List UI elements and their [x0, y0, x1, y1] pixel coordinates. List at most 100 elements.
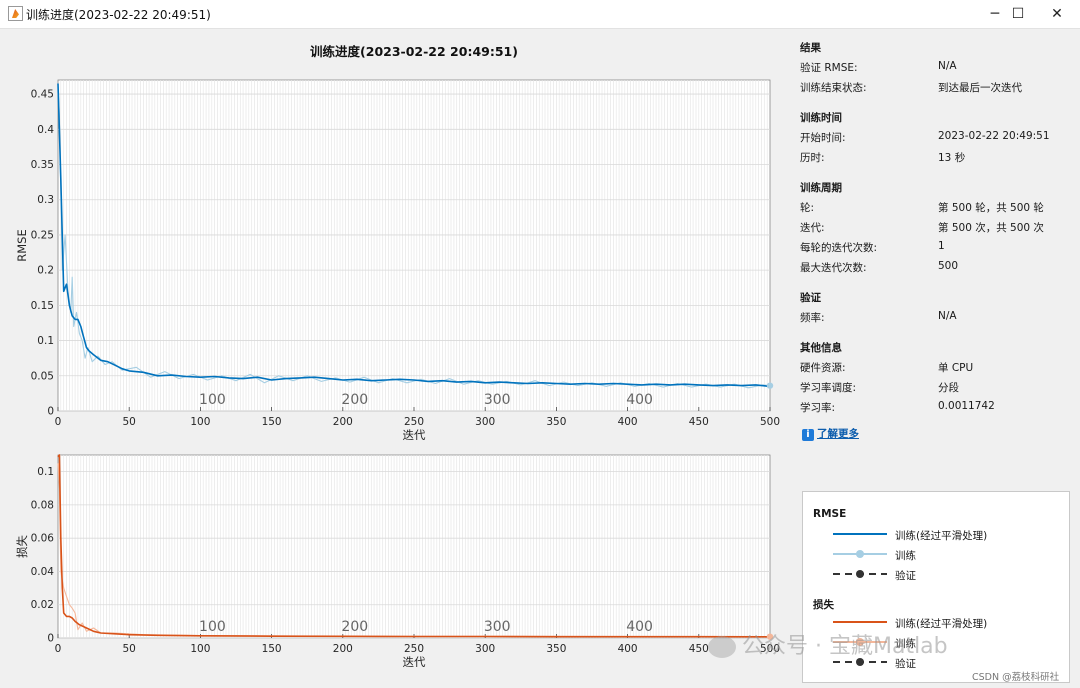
rmse-final-point	[766, 382, 774, 389]
epoch-label: 轮:	[800, 202, 815, 214]
loss-epoch-label-0: 100	[199, 619, 226, 635]
time-heading: 训练时间	[800, 112, 842, 124]
rmse-ytick-3: 0.15	[31, 300, 54, 312]
rmse-ytick-6: 0.3	[37, 194, 54, 206]
loss-epoch-label-3: 400	[626, 619, 653, 635]
loss-xtick-8: 400	[618, 643, 638, 655]
results-heading: 结果	[800, 42, 821, 54]
loss-xlabel: 迭代	[403, 655, 426, 669]
loss-ylabel: 损失	[15, 535, 29, 558]
frequency-label: 频率:	[800, 312, 825, 324]
legend-rmse-raw-marker	[856, 550, 864, 558]
rmse-xtick-2: 100	[190, 416, 210, 428]
learning-rate-value: 0.0011742	[938, 400, 995, 412]
legend-loss-smooth: 训练(经过平滑处理)	[895, 618, 988, 630]
hardware-value: 单 CPU	[938, 362, 974, 374]
rmse-ytick-0: 0	[47, 406, 54, 418]
loss-xtick-1: 50	[123, 643, 136, 655]
results-rmse-value: N/A	[938, 60, 957, 72]
loss-final-point	[766, 633, 774, 640]
results-rmse-label: 验证 RMSE:	[800, 62, 858, 74]
rmse-epoch-label-1: 200	[341, 392, 368, 408]
loss-ytick-0: 0	[47, 633, 54, 645]
loss-ytick-5: 0.1	[37, 466, 54, 478]
rmse-ytick-9: 0.45	[31, 89, 54, 101]
legend-loss-raw-marker	[856, 638, 864, 646]
legend-loss-heading: 损失	[813, 599, 834, 611]
info-icon: i	[802, 429, 814, 441]
lr-schedule-value: 分段	[938, 382, 959, 394]
rmse-xlabel: 迭代	[403, 428, 426, 442]
rmse-ylabel: RMSE	[15, 229, 29, 261]
legend-loss-swatches	[833, 621, 887, 666]
rmse-xtick-3: 150	[262, 416, 282, 428]
training-progress-charts: 0 0.05 0.1 0.15 0.2 0.25 0.3 0.35 0.4 0.45 0 50 100 1…	[15, 79, 780, 669]
cycle-heading: 训练周期	[800, 182, 842, 194]
rmse-epoch-label-0: 100	[199, 392, 226, 408]
legend-rmse-val-marker	[856, 570, 864, 578]
loss-epoch-label-1: 200	[341, 619, 368, 635]
validation-heading: 验证	[800, 292, 821, 304]
csdn-source: CSDN @荔枝科研社	[972, 672, 1060, 683]
maximize-button[interactable]: ☐	[1011, 6, 1025, 22]
rmse-ytick-2: 0.1	[37, 335, 54, 347]
rmse-chart: 0 0.05 0.1 0.15 0.2 0.25 0.3 0.35 0.4 0.45 0 50 100 1…	[15, 79, 780, 442]
loss-ytick-1: 0.02	[31, 599, 54, 611]
start-time-label: 开始时间:	[800, 132, 846, 144]
rmse-series-smoothed	[57, 83, 771, 388]
loss-chart: 0 0.02 0.04 0.06 0.08 0.1 0 50 100 150 200 250 300 35…	[15, 454, 780, 669]
iter-per-epoch-value: 1	[938, 240, 945, 252]
elapsed-label: 历时:	[800, 152, 825, 164]
learn-more-link[interactable]: i 了解更多	[802, 426, 859, 441]
window-titlebar: 训练进度(2023-02-22 20:49:51) ─ ☐ ✕	[0, 0, 1080, 29]
rmse-xtick-5: 250	[404, 416, 424, 428]
loss-xtick-5: 250	[404, 643, 424, 655]
rmse-ytick-7: 0.35	[31, 159, 54, 171]
results-status-value: 到达最后一次迭代	[938, 82, 1022, 94]
plot-title: 训练进度(2023-02-22 20:49:51)	[310, 44, 518, 59]
rmse-xtick-10: 500	[760, 416, 780, 428]
legend-panel: RMSE 训练(经过平滑处理) 训练 验证 损失 训练(经过平滑处理) 训练 验…	[802, 491, 1070, 683]
iteration-label: 迭代:	[800, 222, 825, 234]
legend-rmse-heading: RMSE	[813, 508, 847, 520]
close-button[interactable]: ✕	[1051, 6, 1063, 22]
lr-schedule-label: 学习率调度:	[800, 382, 857, 394]
rmse-epoch-grid	[60, 80, 768, 411]
loss-xtick-4: 200	[333, 643, 353, 655]
loss-xtick-9: 450	[689, 643, 709, 655]
rmse-xtick-6: 300	[475, 416, 495, 428]
iteration-value: 第 500 次，共 500 次	[938, 222, 1044, 234]
results-status-label: 训练结束状态:	[800, 82, 867, 94]
epoch-value: 第 500 轮，共 500 轮	[938, 202, 1044, 214]
iter-per-epoch-label: 每轮的迭代次数:	[800, 242, 878, 254]
legend-loss-val-marker	[856, 658, 864, 666]
loss-xtick-3: 150	[262, 643, 282, 655]
legend-rmse-swatches	[833, 533, 887, 578]
rmse-xtick-4: 200	[333, 416, 353, 428]
rmse-epoch-label-3: 400	[626, 392, 653, 408]
other-heading: 其他信息	[800, 342, 842, 354]
max-iter-label: 最大迭代次数:	[800, 262, 867, 274]
frequency-value: N/A	[938, 310, 957, 322]
max-iter-value: 500	[938, 260, 959, 272]
window-title: 训练进度(2023-02-22 20:49:51)	[26, 8, 211, 22]
legend-rmse-smooth: 训练(经过平滑处理)	[895, 530, 988, 542]
hardware-label: 硬件资源:	[800, 362, 846, 374]
loss-series-smoothed	[57, 454, 771, 638]
loss-epoch-label-2: 300	[484, 619, 511, 635]
matlab-app-icon	[8, 6, 23, 21]
minimize-button[interactable]: ─	[990, 6, 1000, 22]
loss-xtick-6: 300	[475, 643, 495, 655]
legend-loss-validation: 验证	[895, 658, 916, 670]
wechat-logo-icon	[708, 636, 736, 658]
rmse-epoch-label-2: 300	[484, 392, 511, 408]
loss-ytick-2: 0.04	[31, 566, 55, 578]
rmse-ytick-8: 0.4	[37, 124, 54, 136]
loss-xtick-0: 0	[55, 643, 62, 655]
legend-rmse-validation: 验证	[895, 570, 916, 582]
start-time-value: 2023-02-22 20:49:51	[938, 130, 1050, 142]
rmse-xtick-1: 50	[123, 416, 136, 428]
rmse-ytick-5: 0.25	[31, 229, 54, 241]
rmse-xtick-9: 450	[689, 416, 709, 428]
legend-rmse-raw: 训练	[895, 550, 916, 562]
